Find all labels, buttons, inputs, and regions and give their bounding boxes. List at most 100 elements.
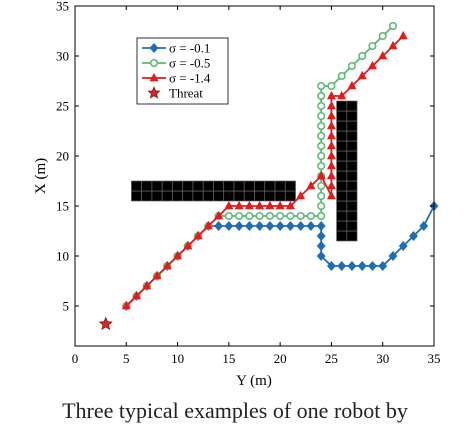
- obstacle-cell: [202, 190, 214, 202]
- data-point: [327, 81, 336, 91]
- obstacle-cell: [336, 160, 348, 172]
- data-point: [214, 221, 224, 231]
- data-point: [388, 251, 398, 261]
- obstacle-cell: [346, 150, 358, 162]
- x-tick-label: 20: [274, 351, 287, 366]
- obstacle: [131, 180, 296, 202]
- legend-marker: [149, 43, 159, 53]
- data-point: [317, 161, 326, 171]
- obstacle-cell: [336, 200, 348, 212]
- data-point: [326, 150, 336, 160]
- obstacle-cell: [243, 190, 255, 202]
- data-point: [419, 221, 429, 231]
- data-point: [317, 91, 326, 101]
- x-tick-label: 30: [376, 351, 389, 366]
- y-tick-label: 35: [56, 0, 69, 14]
- legend-marker: [149, 58, 159, 68]
- data-point: [255, 211, 264, 221]
- x-tick-label: 5: [123, 351, 130, 366]
- data-point: [317, 101, 326, 111]
- obstacle-cell: [243, 180, 255, 192]
- data-point: [317, 121, 326, 131]
- x-tick-label: 0: [72, 351, 79, 366]
- legend-entry: Threat: [147, 86, 203, 101]
- data-point: [235, 211, 244, 221]
- x-tick-label: 35: [428, 351, 441, 366]
- data-point: [142, 280, 152, 290]
- data-point: [398, 241, 408, 251]
- obstacle-cell: [202, 180, 214, 192]
- data-point: [265, 221, 275, 231]
- data-point: [234, 221, 244, 231]
- obstacle-cell: [141, 180, 153, 192]
- obstacle-cell: [151, 190, 163, 202]
- obstacle-cell: [336, 220, 348, 232]
- data-point: [317, 201, 326, 211]
- data-point: [224, 221, 234, 231]
- obstacle-cell: [161, 190, 173, 202]
- data-point: [255, 221, 265, 231]
- threat-layer: [98, 316, 113, 330]
- obstacle-cell: [336, 100, 348, 112]
- obstacle-cell: [254, 180, 266, 192]
- obstacle-cell: [213, 190, 225, 202]
- data-point: [347, 80, 357, 90]
- data-point: [337, 71, 346, 81]
- data-point: [368, 261, 377, 271]
- data-point: [316, 221, 326, 231]
- x-axis-label: Y (m): [236, 373, 272, 389]
- data-point: [398, 30, 408, 40]
- data-point: [224, 200, 234, 210]
- data-point: [326, 190, 336, 200]
- data-point: [317, 111, 326, 121]
- data-point: [306, 221, 316, 231]
- data-point: [317, 131, 326, 141]
- data-point: [234, 200, 244, 210]
- plot-frame: [74, 5, 435, 347]
- threat-marker: [98, 316, 113, 330]
- series-layer: [121, 21, 439, 311]
- legend-entry: σ = -0.5: [142, 56, 210, 71]
- data-point: [306, 211, 315, 221]
- obstacle-cell: [336, 150, 348, 162]
- chart: 0 5 10 15 20 25 30 35 5 10 15 20 25 30 35 Y (m) X (m)…: [33, 0, 441, 389]
- data-point: [255, 200, 265, 210]
- data-point: [317, 151, 326, 161]
- obstacle-cell: [346, 200, 358, 212]
- y-tick-label: 15: [56, 199, 69, 214]
- data-point: [326, 90, 336, 100]
- obstacle-cell: [336, 110, 348, 122]
- data-point: [121, 300, 131, 310]
- obstacle-cell: [131, 190, 143, 202]
- legend-marker: [149, 72, 159, 82]
- data-point: [378, 50, 388, 60]
- data-point: [286, 211, 295, 221]
- obstacle-cell: [336, 190, 348, 202]
- data-point: [388, 21, 398, 31]
- obstacle-cell: [284, 190, 296, 202]
- legend-label: σ = -1.4: [169, 71, 211, 86]
- obstacle-cell: [336, 210, 348, 222]
- obstacle-cell: [346, 190, 358, 202]
- obstacle-cell: [346, 180, 358, 192]
- obstacle-cell: [213, 180, 225, 192]
- obstacle-cell: [346, 130, 358, 142]
- data-point: [276, 211, 285, 221]
- obstacle-cell: [346, 170, 358, 182]
- obstacle-cell: [192, 180, 204, 192]
- data-point: [162, 260, 172, 270]
- series-3: [121, 30, 408, 310]
- data-point: [265, 211, 274, 221]
- y-ticks: 5 10 15 20 25 30 35: [56, 0, 434, 314]
- data-point: [337, 90, 347, 100]
- data-point: [347, 61, 356, 71]
- data-point: [327, 261, 336, 271]
- data-point: [409, 231, 418, 241]
- obstacle-cell: [182, 180, 194, 192]
- obstacle-cell: [233, 180, 245, 192]
- obstacle-cell: [336, 170, 348, 182]
- data-point: [368, 41, 377, 51]
- obstacle-cell: [346, 140, 358, 152]
- x-tick-label: 15: [222, 351, 235, 366]
